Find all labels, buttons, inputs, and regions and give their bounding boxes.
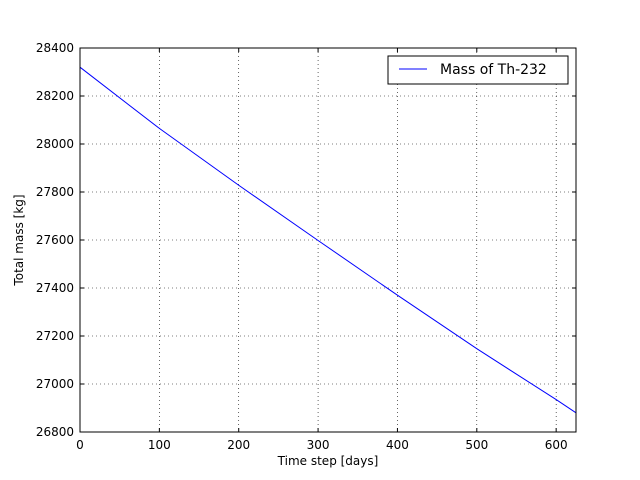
y-tick-label: 28200 — [36, 89, 74, 103]
legend-label: Mass of Th-232 — [440, 62, 547, 78]
x-tick-label: 200 — [227, 438, 250, 452]
x-tick-label: 0 — [76, 438, 84, 452]
y-axis-label: Total mass [kg] — [12, 194, 26, 286]
y-tick-labels: 26800 27000 27200 27400 27600 27800 28000 28200… — [36, 41, 74, 439]
x-tick-labels: 0 100 200 300 400 500 600 — [76, 438, 567, 452]
x-axis-label: Time step [days] — [277, 454, 379, 468]
legend-box — [387, 55, 569, 85]
series-line — [79, 66, 577, 414]
plot-lines — [79, 66, 577, 414]
x-tick-label: 600 — [545, 438, 568, 452]
y-tick-label: 28000 — [36, 137, 74, 151]
y-tick-label: 27600 — [36, 233, 74, 247]
axis-ticks — [79, 47, 576, 433]
x-tick-label: 100 — [148, 438, 171, 452]
y-tick-label: 27000 — [36, 377, 74, 391]
x-tick-label: 400 — [386, 438, 409, 452]
y-tick-label: 27800 — [36, 185, 74, 199]
y-tick-label: 27200 — [36, 329, 74, 343]
y-tick-label: 28400 — [36, 41, 74, 55]
legend: Mass of Th-232 — [387, 55, 569, 85]
y-tick-label: 26800 — [36, 425, 74, 439]
x-tick-label: 300 — [307, 438, 330, 452]
x-tick-label: 500 — [465, 438, 488, 452]
y-tick-label: 27400 — [36, 281, 74, 295]
